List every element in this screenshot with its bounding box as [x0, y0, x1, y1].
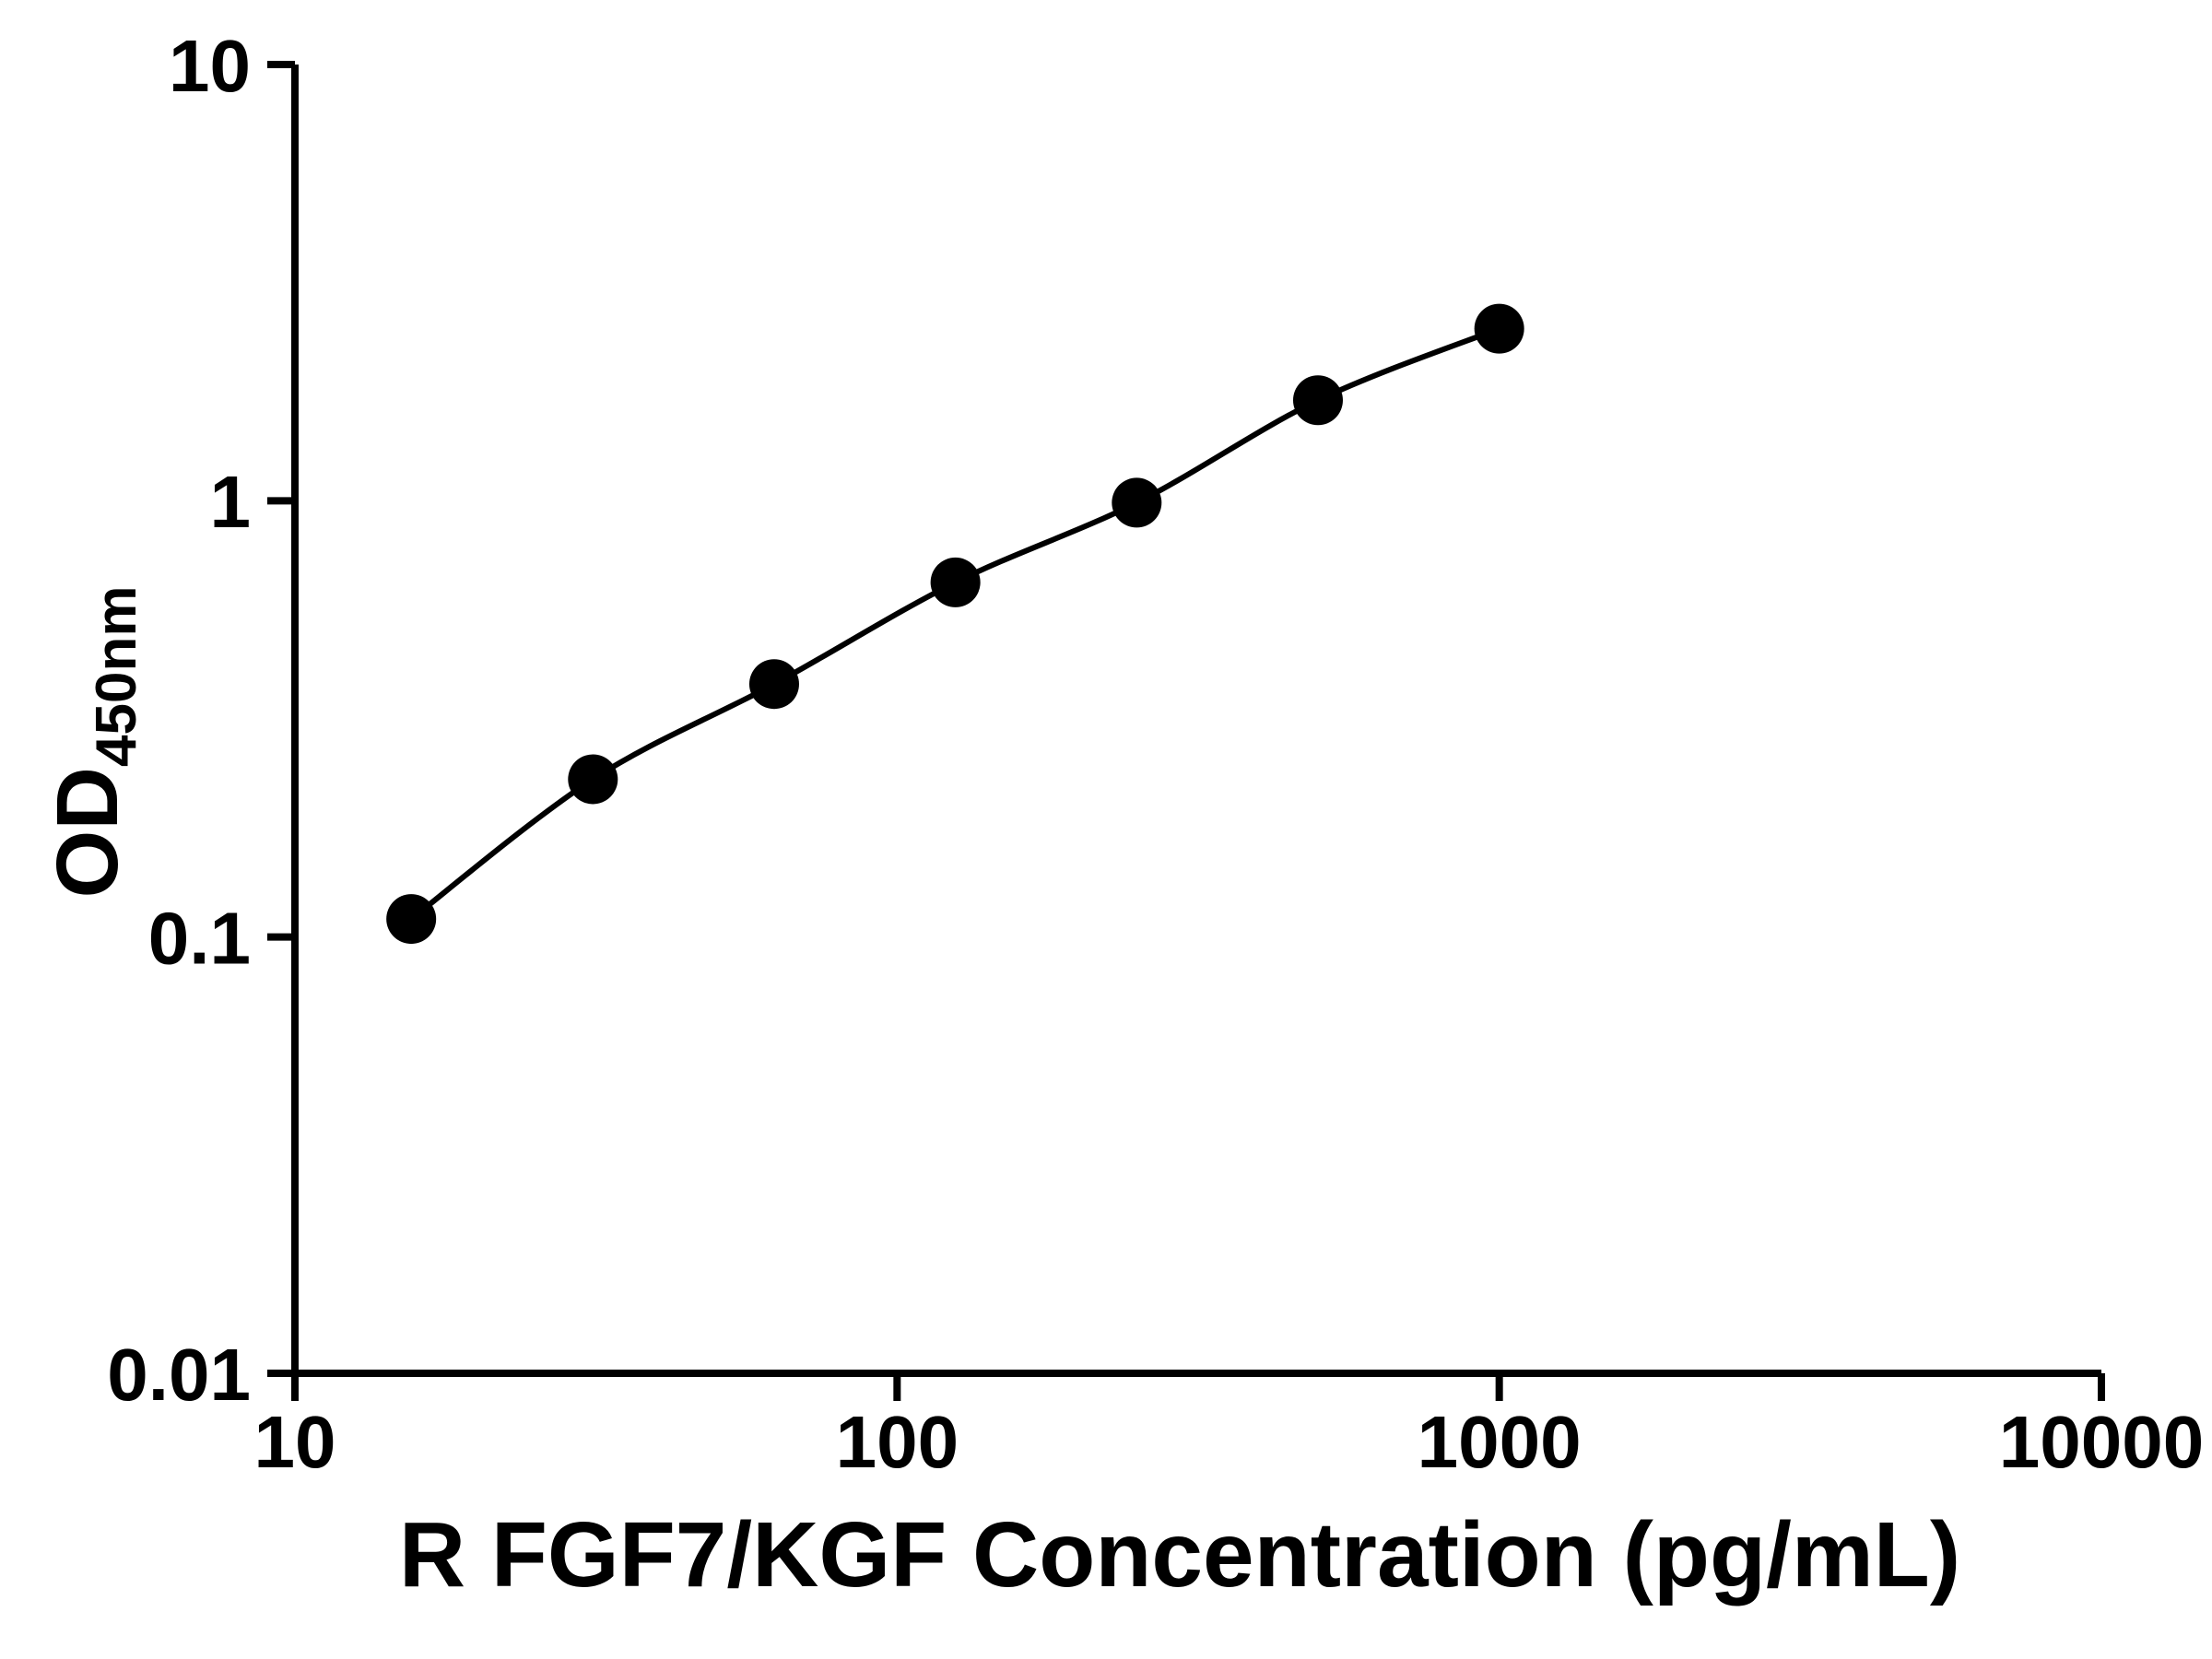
- y-tick-label: 0.1: [148, 897, 251, 979]
- data-point-marker: [930, 557, 981, 607]
- data-point-marker: [1474, 303, 1524, 354]
- x-tick-label: 100: [836, 1401, 959, 1483]
- x-axis-title: R FGF7/KGF Concentration (pg/mL): [398, 1503, 1961, 1606]
- y-tick-label: 0.01: [107, 1334, 251, 1416]
- y-axis-title-subscript: 450nm: [85, 585, 148, 767]
- axes-lines: [291, 65, 2101, 1377]
- data-point-marker: [1112, 477, 1162, 528]
- y-axis-title-main: OD: [39, 766, 136, 899]
- data-point-marker: [568, 754, 618, 805]
- data-point-marker: [748, 659, 799, 710]
- y-tick-label: 1: [210, 461, 252, 543]
- data-point-marker: [1292, 375, 1343, 426]
- x-tick-label: 10000: [1999, 1401, 2204, 1483]
- x-tick-label: 10: [254, 1401, 336, 1483]
- data-point-marker: [386, 894, 437, 945]
- y-tick-label: 10: [169, 25, 251, 107]
- x-tick-label: 1000: [1418, 1401, 1582, 1483]
- y-axis-title: OD450nm: [32, 465, 148, 1018]
